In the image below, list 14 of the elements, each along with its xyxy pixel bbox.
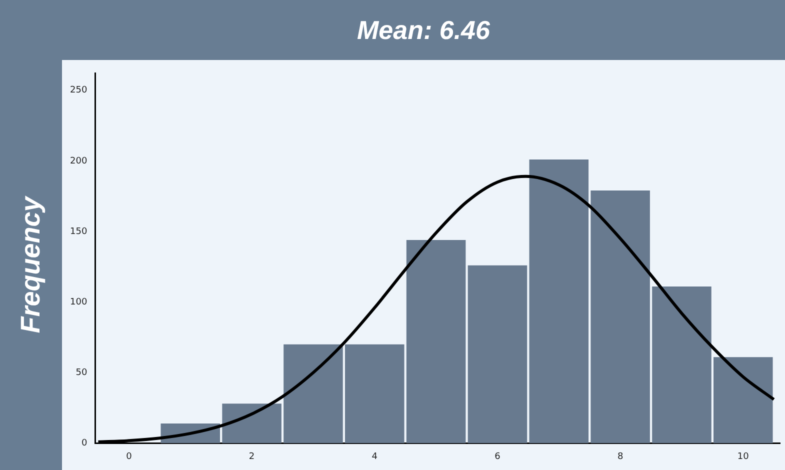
y-tick-label: 200: [70, 156, 88, 166]
x-tick-label: 4: [372, 452, 378, 462]
x-tick-label: 6: [494, 452, 501, 462]
x-tick-label: 8: [617, 452, 624, 462]
x-tick-label: 10: [737, 452, 750, 462]
y-tick-label: 150: [70, 226, 88, 237]
y-axis-title: Frequency: [16, 196, 46, 334]
x-tick-label: 2: [248, 452, 255, 462]
x-tick-label: 0: [126, 452, 132, 462]
y-tick-label: 0: [81, 438, 88, 449]
y-tick-label: 50: [76, 368, 88, 378]
chart-title: Mean: 6.46: [356, 14, 491, 46]
y-tick-label: 100: [70, 297, 88, 308]
y-tick-label: 250: [70, 86, 88, 96]
